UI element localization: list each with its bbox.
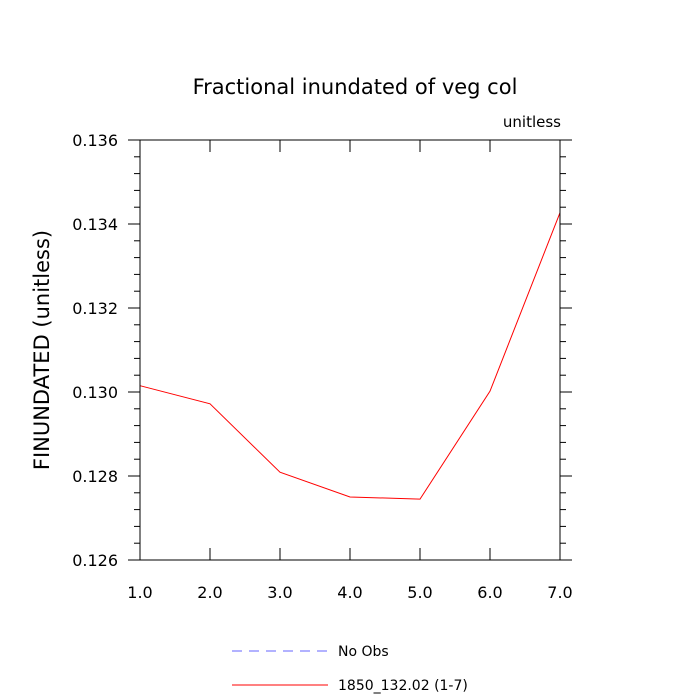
x-tick-label: 1.0 xyxy=(127,583,152,602)
x-tick-label: 5.0 xyxy=(407,583,432,602)
x-tick-label: 7.0 xyxy=(547,583,572,602)
y-tick-label: 0.134 xyxy=(72,215,118,234)
y-tick-label: 0.128 xyxy=(72,467,118,486)
y-tick-labels: 0.126 0.128 0.130 0.132 0.134 0.136 xyxy=(72,131,118,570)
y-tick-label: 0.130 xyxy=(72,383,118,402)
legend: No Obs 1850_132.02 (1-7) xyxy=(232,644,468,694)
chart-title: Fractional inundated of veg col xyxy=(193,75,518,99)
plot-frame xyxy=(139,139,561,561)
x-tick-label: 2.0 xyxy=(197,583,222,602)
y-tick-label: 0.132 xyxy=(72,299,118,318)
units-label: unitless xyxy=(503,113,561,131)
y-axis-label: FINUNDATED (unitless) xyxy=(30,230,54,470)
x-tick-label: 3.0 xyxy=(267,583,292,602)
x-tick-label: 4.0 xyxy=(337,583,362,602)
series-line-1 xyxy=(139,212,561,500)
legend-label-1850: 1850_132.02 (1-7) xyxy=(338,678,468,694)
y-tick-label: 0.126 xyxy=(72,551,118,570)
series-lines xyxy=(139,212,561,500)
x-tick-labels: 1.0 2.0 3.0 4.0 5.0 6.0 7.0 xyxy=(127,583,572,602)
x-tick-label: 6.0 xyxy=(477,583,502,602)
y-tick-label: 0.136 xyxy=(72,131,118,150)
legend-label-no-obs: No Obs xyxy=(338,644,389,660)
